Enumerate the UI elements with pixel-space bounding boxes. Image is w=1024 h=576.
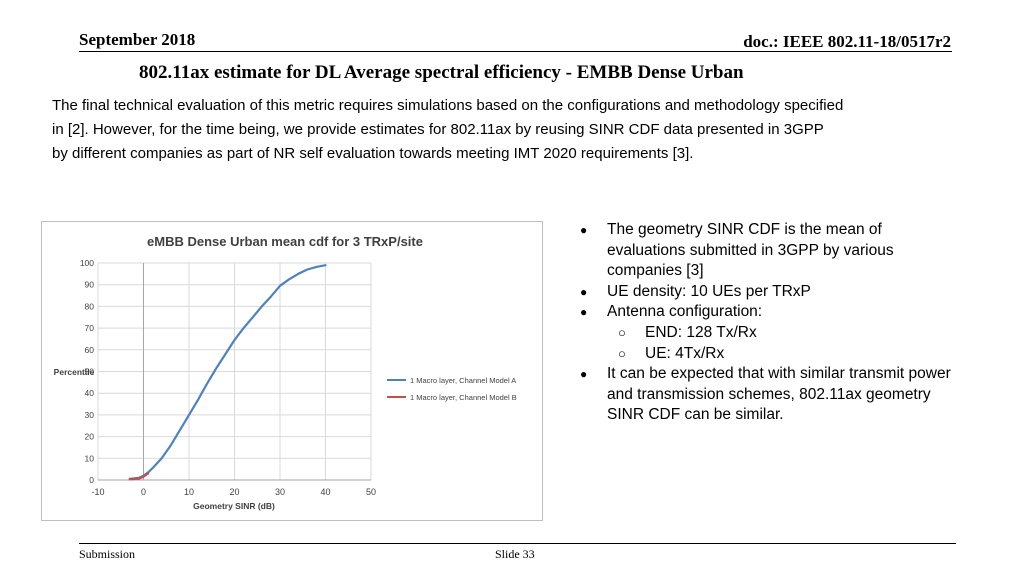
- bullet-item: ● Antenna configuration:: [580, 302, 1000, 323]
- sub-bullet-item: ○ END: 128 Tx/Rx: [580, 323, 1000, 344]
- bullet-dot-icon: ●: [580, 305, 588, 320]
- series-line-1: [128, 264, 327, 480]
- y-tick-label: 60: [85, 345, 95, 355]
- y-tick-label: 80: [85, 301, 95, 311]
- x-tick-label: 10: [184, 487, 194, 497]
- intro-line: The final technical evaluation of this m…: [52, 97, 844, 114]
- bullet-item: evaluations submitted in 3GPP by various: [580, 241, 1000, 262]
- header-doc-id: doc.: IEEE 802.11-18/0517r2: [743, 32, 951, 51]
- header-rule: [79, 51, 952, 52]
- bullet-circle-icon: ○: [618, 324, 626, 340]
- bullet-item: SINR CDF can be similar.: [580, 405, 1000, 426]
- y-tick-label: 40: [85, 388, 95, 398]
- intro-line: by different companies as part of NR sel…: [52, 145, 694, 162]
- bullet-text: evaluations submitted in 3GPP by various: [607, 241, 894, 259]
- x-axis-label: Geometry SINR (dB): [193, 501, 275, 511]
- footer-submission: Submission: [79, 547, 136, 561]
- footer-rule: [79, 543, 956, 544]
- bullet-text: END: 128 Tx/Rx: [645, 323, 757, 341]
- y-tick-label: 10: [85, 453, 95, 463]
- bullet-dot-icon: ●: [580, 284, 588, 299]
- x-tick-label: 40: [320, 487, 330, 497]
- y-tick-label: 30: [85, 410, 95, 420]
- x-tick-label: -10: [91, 487, 104, 497]
- bullet-text: SINR CDF can be similar.: [607, 406, 784, 424]
- y-tick-label: 70: [85, 323, 95, 333]
- chart-frame: eMBB Dense Urban mean cdf for 3 TRxP/sit…: [41, 221, 543, 521]
- legend-label: 1 Macro layer, Channel Model A: [410, 376, 516, 385]
- x-tick-label: 50: [366, 487, 376, 497]
- bullet-text: Antenna configuration:: [607, 303, 763, 321]
- series-line-2: [128, 472, 150, 481]
- bullet-dot-icon: ●: [580, 367, 588, 382]
- x-tick-label: 0: [141, 487, 146, 497]
- bullet-dot-icon: ●: [580, 223, 588, 237]
- slide-title: 802.11ax estimate for DL Average spectra…: [139, 62, 744, 83]
- bullet-item: ● UE density: 10 UEs per TRxP: [580, 282, 1000, 303]
- bullet-text: UE: 4Tx/Rx: [645, 344, 725, 362]
- intro-paragraph: The final technical evaluation of this m…: [52, 94, 972, 166]
- bullet-circle-icon: ○: [618, 345, 626, 361]
- intro-line: in [2]. However, for the time being, we …: [52, 121, 824, 138]
- y-tick-label: 0: [89, 475, 94, 485]
- bullet-list: ● The geometry SINR CDF is the mean of eva…: [580, 220, 1000, 426]
- y-tick-label: 50: [85, 367, 95, 377]
- bullet-item: companies [3]: [580, 261, 1000, 282]
- y-axis-label: Percentile: [54, 367, 95, 377]
- header-date: September 2018: [79, 30, 196, 49]
- sub-bullet-item: ○ UE: 4Tx/Rx: [580, 344, 1000, 365]
- bullet-item: ● The geometry SINR CDF is the mean of: [580, 220, 1000, 241]
- y-tick-label: 20: [85, 432, 95, 442]
- x-tick-label: 30: [275, 487, 285, 497]
- bullet-text: It can be expected that with similar tra…: [607, 365, 951, 383]
- bullet-text: companies [3]: [607, 262, 704, 280]
- y-tick-label: 90: [85, 280, 95, 290]
- footer-slide-number: Slide 33: [495, 547, 535, 561]
- bullet-text: The geometry SINR CDF is the mean of: [607, 221, 882, 238]
- y-tick-label: 100: [80, 258, 94, 268]
- legend-label: 1 Macro layer, Channel Model B: [410, 393, 517, 402]
- chart-title: eMBB Dense Urban mean cdf for 3 TRxP/sit…: [147, 234, 423, 249]
- bullet-text: UE density: 10 UEs per TRxP: [607, 282, 811, 300]
- bullet-item: ● It can be expected that with similar tr…: [580, 364, 1000, 385]
- x-tick-label: 20: [229, 487, 239, 497]
- bullet-text: and transmission schemes, 802.11ax geome…: [607, 385, 931, 403]
- bullet-item: and transmission schemes, 802.11ax geome…: [580, 385, 1000, 406]
- cdf-chart: eMBB Dense Urban mean cdf for 3 TRxP/sit…: [54, 234, 517, 511]
